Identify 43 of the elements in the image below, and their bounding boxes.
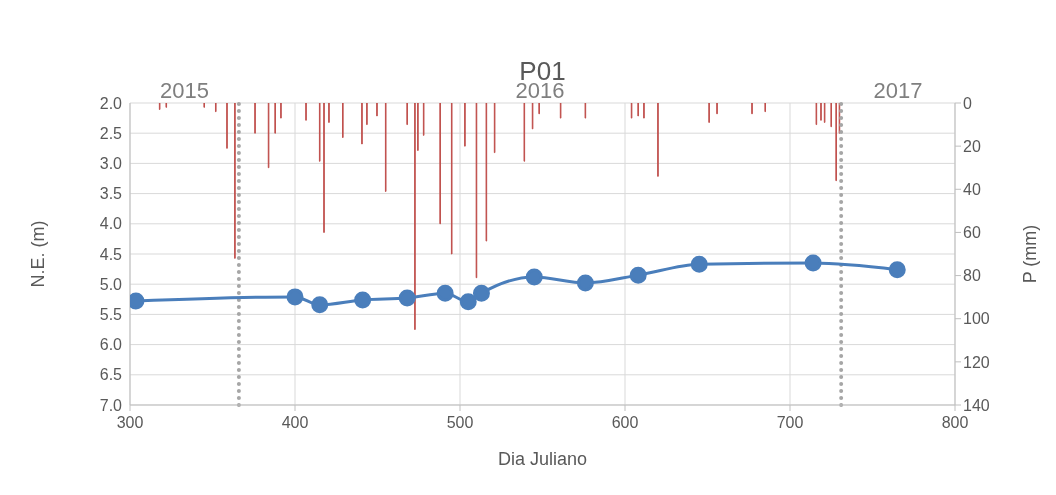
- point: [629, 266, 647, 284]
- point: [459, 293, 477, 311]
- x-tick-label: 400: [281, 414, 309, 432]
- point: [286, 288, 304, 306]
- point: [888, 261, 906, 279]
- y-tick-label: 3.0: [99, 155, 123, 173]
- y-tick-label: 7.0: [99, 396, 123, 414]
- point: [525, 268, 543, 286]
- y-axis-title: N.E. (m): [28, 220, 49, 288]
- y-tick-label: 4.5: [99, 245, 123, 263]
- y-tick-label: 6.5: [99, 366, 123, 384]
- y2-tick-label: 120: [963, 353, 990, 371]
- x-tick-label: 500: [446, 414, 474, 432]
- y2-tick-label: 100: [963, 310, 990, 328]
- point: [576, 274, 594, 292]
- x-tick-label: 600: [611, 414, 639, 432]
- y2-tick-label: 80: [963, 267, 981, 285]
- y-tick-label: 5.0: [99, 275, 123, 293]
- y-tick-label: 5.5: [99, 306, 123, 324]
- annotation: 2015: [158, 78, 210, 104]
- y2-axis-title: P (mm): [1020, 224, 1041, 284]
- y2-tick-label: 0: [963, 94, 972, 112]
- y-tick-label: 2.0: [99, 94, 123, 112]
- x-tick-label: 300: [116, 414, 144, 432]
- x-axis-title: Dia Juliano: [497, 449, 588, 469]
- point: [436, 284, 454, 302]
- annotation: 2017: [872, 78, 924, 104]
- y-tick-label: 3.5: [99, 185, 123, 203]
- point: [804, 254, 822, 272]
- y2-tick-label: 60: [963, 224, 981, 242]
- x-tick-label: 700: [776, 414, 804, 432]
- point: [311, 296, 329, 314]
- y-tick-label: 4.0: [99, 215, 123, 233]
- y-tick-label: 2.5: [99, 124, 123, 142]
- x-tick-label: 800: [941, 414, 969, 432]
- y-tick-label: 6.0: [99, 336, 123, 354]
- y2-tick-label: 20: [963, 137, 981, 155]
- point: [690, 255, 708, 273]
- y2-tick-label: 140: [963, 396, 990, 414]
- point: [472, 284, 490, 302]
- point: [354, 291, 372, 309]
- point: [398, 289, 416, 307]
- y2-tick-label: 40: [963, 180, 981, 198]
